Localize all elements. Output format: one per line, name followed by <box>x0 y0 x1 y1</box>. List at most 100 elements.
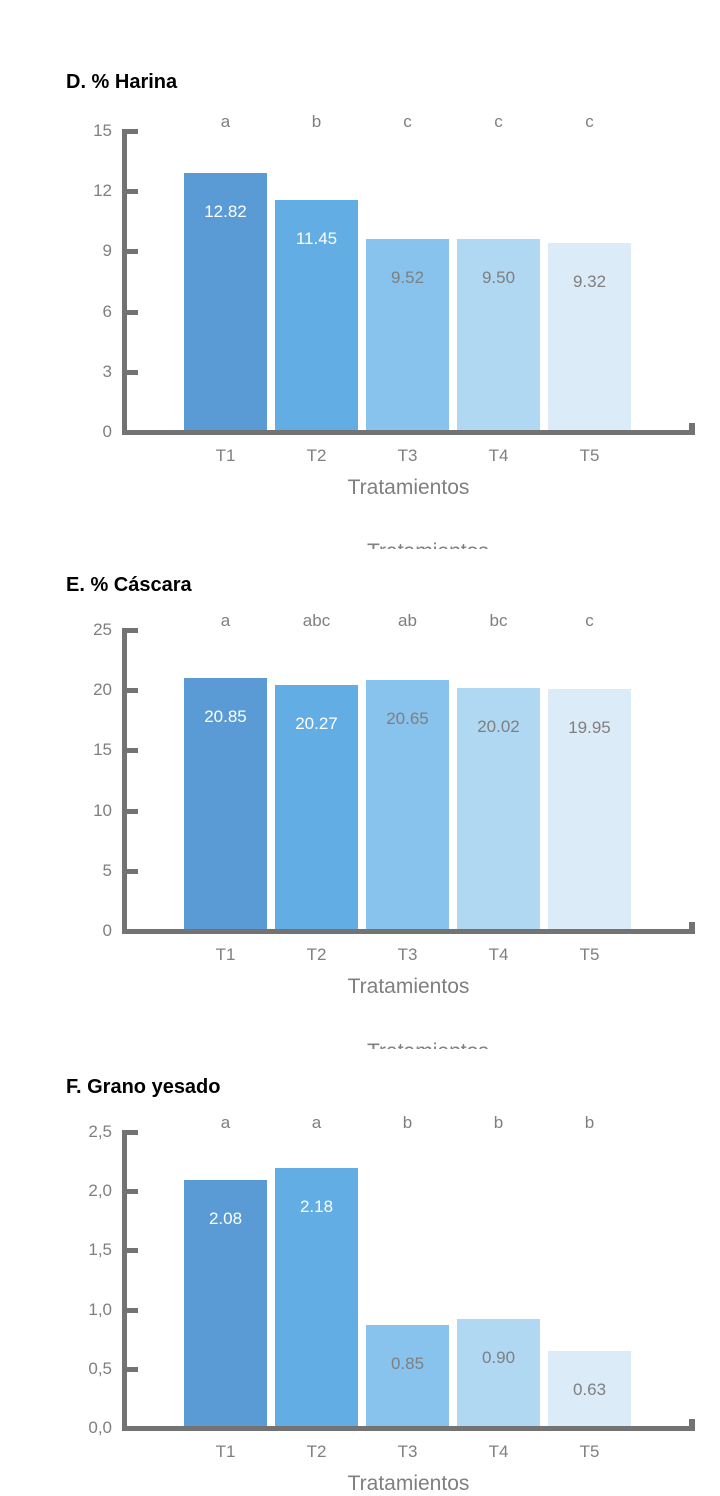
bar-T2 <box>275 200 358 430</box>
bar-value-label: 11.45 <box>295 229 338 248</box>
sig-letter: a <box>220 112 231 131</box>
bar-value-label: 9.50 <box>481 268 516 287</box>
sig-letter: c <box>585 112 594 131</box>
y-axis-tick <box>127 129 138 134</box>
bar-value-label: 19.95 <box>568 718 611 737</box>
x-axis-title: Tratamientos <box>347 975 470 998</box>
sig-letter: c <box>403 112 412 131</box>
category-label: T3 <box>397 945 418 964</box>
y-axis-tick <box>127 809 138 814</box>
bar-T3 <box>366 239 449 430</box>
x-axis-end-tick <box>689 423 695 435</box>
y-axis-tick <box>127 189 138 194</box>
bar-value-label: 9.32 <box>572 272 607 291</box>
x-axis-title: Tratamientos <box>347 1472 470 1495</box>
x-axis-end-tick <box>689 1419 695 1431</box>
bar-T5 <box>548 689 631 929</box>
bar-T5 <box>548 1351 631 1426</box>
y-axis-tick <box>127 249 138 254</box>
sig-letter: a <box>311 1113 322 1132</box>
category-label: T4 <box>488 446 509 465</box>
sig-letter: ab <box>398 611 417 630</box>
bar-T4 <box>457 1319 540 1426</box>
y-axis-tick <box>127 1367 138 1372</box>
y-tick-label: 15 <box>93 121 112 140</box>
bar-value-label: 2.08 <box>208 1209 243 1228</box>
sig-letter: abc <box>302 611 331 630</box>
y-axis-tick <box>127 1189 138 1194</box>
x-axis-title: Tratamientos <box>347 476 470 499</box>
chart-title: F. Grano yesado <box>66 1076 221 1098</box>
bar-T1 <box>184 1180 267 1426</box>
sig-letter: c <box>494 112 503 131</box>
y-tick-label: 3 <box>102 362 112 381</box>
category-label: T1 <box>215 1442 236 1461</box>
y-tick-label: 1,0 <box>88 1300 112 1319</box>
category-label: T4 <box>488 945 509 964</box>
bar-value-label: 9.52 <box>390 268 425 287</box>
category-label: T5 <box>579 945 600 964</box>
category-label: T2 <box>306 945 327 964</box>
y-tick-label: 0 <box>102 422 112 441</box>
bar-T4 <box>457 688 540 929</box>
y-tick-label: 0 <box>102 921 112 940</box>
category-label: T2 <box>306 1442 327 1461</box>
bar-value-label: 0.90 <box>481 1348 516 1367</box>
y-tick-label: 0,0 <box>88 1418 112 1437</box>
sig-letter: a <box>220 611 231 630</box>
y-tick-label: 10 <box>93 801 112 820</box>
y-axis-tick <box>127 1130 138 1135</box>
sig-letter: a <box>220 1113 231 1132</box>
bar-T3 <box>366 680 449 929</box>
bar-value-label: 20.02 <box>477 717 520 736</box>
category-label: T1 <box>215 446 236 465</box>
y-axis-tick <box>127 628 138 633</box>
sig-letter: b <box>584 1113 595 1132</box>
bar-T3 <box>366 1325 449 1426</box>
clipped-axis-title-remnant-2: Tratamientos <box>367 1041 527 1049</box>
bar-value-label: 2.18 <box>299 1197 334 1216</box>
y-tick-label: 6 <box>102 302 112 321</box>
bar-value-label: 12.82 <box>204 202 247 221</box>
sig-letter: bc <box>489 611 508 630</box>
y-tick-label: 2,0 <box>88 1181 112 1200</box>
y-tick-label: 20 <box>93 680 112 699</box>
bar-T5 <box>548 243 631 430</box>
clipped-axis-title-remnant-1: Tratamientos <box>367 541 527 549</box>
y-tick-label: 2,5 <box>88 1122 112 1141</box>
x-axis-end-tick <box>689 922 695 934</box>
bar-value-label: 20.85 <box>204 707 247 726</box>
bar-value-label: 20.27 <box>295 714 338 733</box>
category-label: T2 <box>306 446 327 465</box>
x-axis-line <box>122 1426 695 1431</box>
x-axis-line <box>122 929 695 934</box>
x-axis-line <box>122 430 695 435</box>
y-axis-tick <box>127 748 138 753</box>
y-tick-label: 15 <box>93 740 112 759</box>
y-tick-label: 1,5 <box>88 1240 112 1259</box>
category-label: T5 <box>579 1442 600 1461</box>
sig-letter: c <box>585 611 594 630</box>
bar-T2 <box>275 1168 358 1426</box>
sig-letter: b <box>493 1113 504 1132</box>
bar-value-label: 0.63 <box>572 1380 607 1399</box>
category-label: T3 <box>397 446 418 465</box>
category-label: T3 <box>397 1442 418 1461</box>
y-tick-label: 0,5 <box>88 1359 112 1378</box>
y-tick-label: 9 <box>102 241 112 260</box>
y-tick-label: 25 <box>93 620 112 639</box>
clipped-axis-title-text: Tratamientos <box>367 541 527 549</box>
bar-value-label: 0.85 <box>390 1354 425 1373</box>
y-tick-label: 5 <box>102 861 112 880</box>
bar-T1 <box>184 173 267 430</box>
y-axis-tick <box>127 688 138 693</box>
y-tick-label: 12 <box>93 181 112 200</box>
y-axis-line <box>122 129 127 435</box>
y-axis-tick <box>127 1248 138 1253</box>
bar-T1 <box>184 678 267 929</box>
category-label: T4 <box>488 1442 509 1461</box>
category-label: T1 <box>215 945 236 964</box>
sig-letter: b <box>402 1113 413 1132</box>
sig-letter: b <box>311 112 322 131</box>
